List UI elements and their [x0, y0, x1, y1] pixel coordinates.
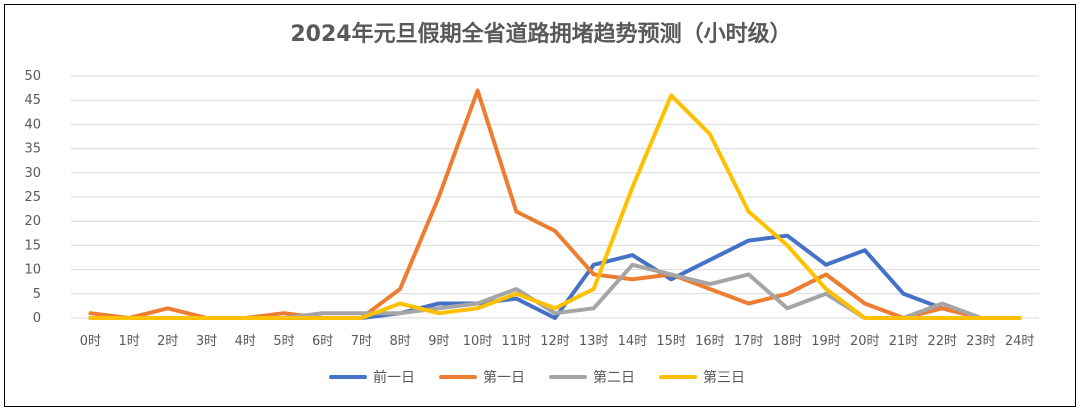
x-tick-label: 11时 — [502, 334, 532, 349]
line-chart: 2024年元旦假期全省道路拥堵趋势预测（小时级） 0 5 10 15 20 25 30 35 4… — [24, 21, 1039, 386]
x-tick-label: 23时 — [966, 334, 996, 349]
y-tick-label: 10 — [24, 263, 41, 278]
chart-title: 2024年元旦假期全省道路拥堵趋势预测（小时级） — [290, 21, 791, 47]
x-tick-label: 15时 — [656, 334, 686, 349]
legend-label-2: 第二日 — [593, 369, 635, 386]
y-tick-label: 0 — [33, 311, 41, 326]
legend-label-1: 第一日 — [483, 369, 525, 386]
x-tick-label: 12时 — [540, 334, 570, 349]
y-tick-label: 40 — [24, 117, 41, 132]
x-tick-label: 19时 — [811, 334, 841, 349]
y-tick-label: 25 — [24, 190, 41, 205]
x-tick-label: 9时 — [428, 334, 449, 349]
y-tick-label: 35 — [24, 142, 41, 157]
x-tick-label: 1时 — [118, 334, 139, 349]
x-tick-label: 5时 — [273, 334, 294, 349]
x-tick-label: 6时 — [312, 334, 333, 349]
x-tick-label: 18时 — [773, 334, 803, 349]
x-tick-label: 7时 — [351, 334, 372, 349]
gridlines — [71, 75, 1039, 319]
legend-label-0: 前一日 — [373, 369, 415, 386]
x-tick-label: 3时 — [196, 334, 217, 349]
y-tick-label: 30 — [24, 166, 41, 181]
series-line-3 — [88, 93, 1022, 320]
x-tick-label: 10时 — [463, 334, 493, 349]
chart-frame: 2024年元旦假期全省道路拥堵趋势预测（小时级） 0 5 10 15 20 25 30 35 4… — [4, 4, 1076, 407]
y-tick-label: 20 — [24, 214, 41, 229]
x-tick-label: 20时 — [850, 334, 880, 349]
x-tick-label: 13时 — [579, 334, 609, 349]
series-lines — [88, 88, 1022, 320]
x-tick-label: 8时 — [389, 334, 410, 349]
x-tick-label: 22时 — [927, 334, 957, 349]
x-tick-label: 17时 — [734, 334, 764, 349]
y-axis: 0 5 10 15 20 25 30 35 40 45 50 — [24, 69, 41, 326]
x-tick-label: 16时 — [695, 334, 725, 349]
legend: 前一日 第一日 第二日 第三日 — [329, 369, 745, 386]
x-tick-label: 2时 — [157, 334, 178, 349]
x-tick-label: 24时 — [1005, 334, 1035, 349]
y-tick-label: 50 — [24, 69, 41, 84]
y-tick-label: 15 — [24, 238, 41, 253]
y-tick-label: 5 — [33, 287, 41, 302]
y-tick-label: 45 — [24, 93, 41, 108]
series-line-0 — [88, 233, 1022, 320]
x-tick-label: 14时 — [618, 334, 648, 349]
x-axis: 0时 1时 2时 3时 4时 5时 6时 7时 8时 9时 10时 11时 12时 13时 14时 15时 16… — [80, 334, 1035, 349]
x-tick-label: 0时 — [80, 334, 101, 349]
legend-label-3: 第三日 — [703, 369, 745, 386]
x-tick-label: 21时 — [889, 334, 919, 349]
x-tick-label: 4时 — [235, 334, 256, 349]
